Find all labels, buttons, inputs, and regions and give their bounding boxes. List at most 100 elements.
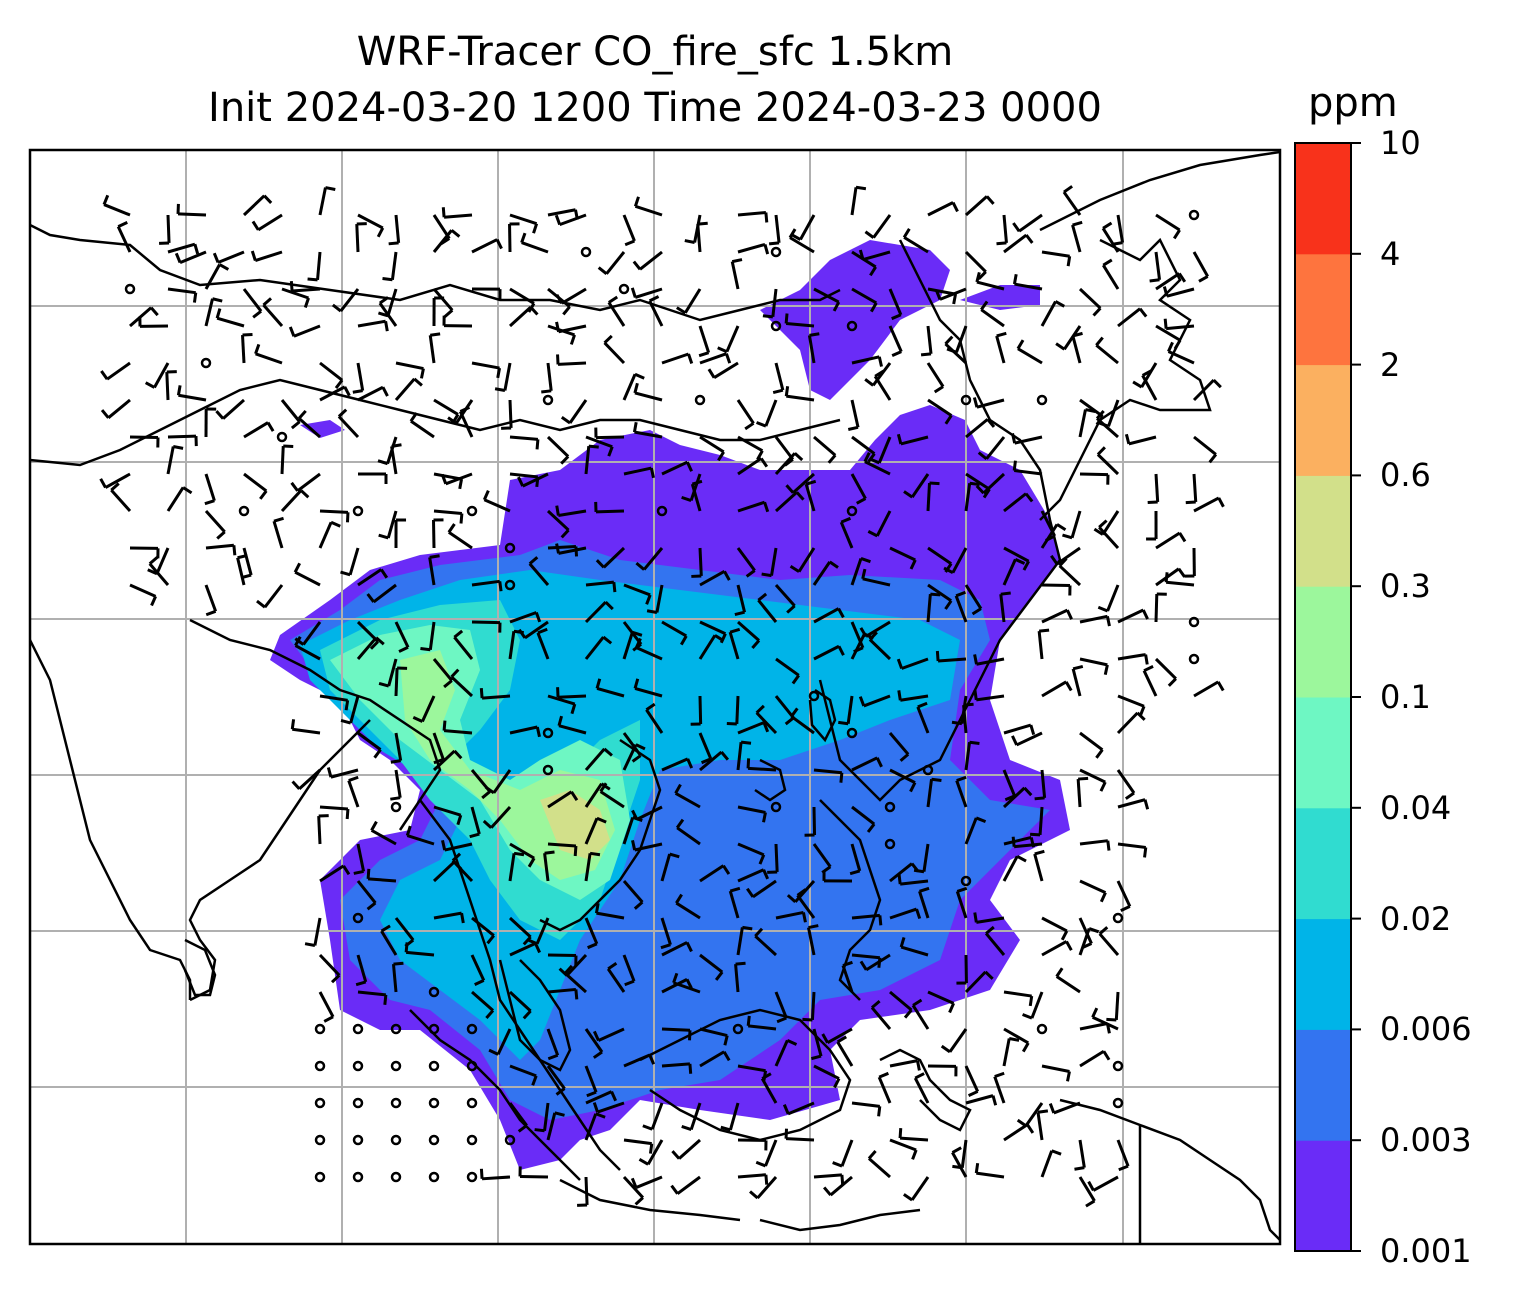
- calm-circle: [390, 1134, 402, 1146]
- calm-circle: [428, 1134, 440, 1146]
- colorbar-segment: [1295, 697, 1351, 809]
- wind-barb: [280, 399, 301, 430]
- wind-barb: [1078, 917, 1093, 950]
- wind-barb: [318, 953, 341, 984]
- wind-barb: [508, 916, 532, 946]
- wind-barb: [661, 352, 694, 365]
- wind-barb: [584, 1028, 604, 1059]
- wind-barb: [728, 886, 741, 919]
- wind-barb: [584, 851, 601, 882]
- calm-circle: [390, 1097, 402, 1109]
- wind-barb: [717, 325, 740, 354]
- wind-barb: [785, 472, 816, 494]
- wind-barb: [630, 287, 663, 299]
- wind-barb: [479, 688, 511, 700]
- wind-barb: [964, 481, 980, 512]
- wind-barb: [129, 546, 160, 559]
- colorbar-tick-label: 4: [1380, 234, 1401, 273]
- wind-barb: [594, 903, 625, 920]
- wind-barb: [632, 421, 663, 439]
- wind-barb: [1185, 473, 1198, 505]
- wind-barb: [849, 843, 862, 876]
- colorbar-segment: [1295, 475, 1351, 587]
- wind-barb: [1079, 768, 1107, 792]
- wind-barb: [1096, 446, 1120, 476]
- wind-barb: [357, 731, 382, 759]
- wind-barb: [823, 1175, 853, 1197]
- wind-barb: [973, 689, 1005, 702]
- calm-circle: [1188, 616, 1200, 628]
- wind-barb: [863, 451, 891, 476]
- wind-barb: [599, 782, 625, 809]
- wind-barb: [674, 783, 701, 809]
- wind-barb: [382, 251, 398, 282]
- calm-circle: [352, 912, 364, 924]
- wind-barb: [547, 842, 578, 857]
- wind-barb: [737, 1173, 769, 1185]
- colorbar-segment: [1295, 143, 1351, 255]
- wind-barb: [645, 702, 664, 734]
- wind-barb: [432, 296, 445, 327]
- wind-barb: [432, 732, 445, 765]
- wind-barb: [1154, 592, 1167, 623]
- wind-barb: [1112, 214, 1125, 246]
- wind-barb: [546, 1065, 566, 1096]
- wind-barb: [356, 880, 377, 911]
- colorbar-tick-label: 0.6: [1380, 456, 1431, 495]
- wind-barb: [1163, 318, 1195, 331]
- wind-barb: [1002, 558, 1026, 586]
- wind-barb: [858, 249, 891, 262]
- calm-circle: [466, 1060, 478, 1072]
- wind-barb: [867, 510, 892, 538]
- wind-barb: [352, 362, 365, 394]
- wind-barb: [556, 354, 587, 366]
- wind-barb: [394, 518, 407, 549]
- wind-barb: [1003, 546, 1030, 571]
- wind-barb: [1003, 1123, 1035, 1142]
- colorbar-segment: [1295, 364, 1351, 476]
- wind-barb: [926, 481, 940, 512]
- wind-barb: [236, 553, 248, 586]
- wind-barb: [560, 399, 588, 425]
- wind-barb: [442, 720, 473, 735]
- wind-barb: [482, 490, 511, 513]
- wind-barb: [1041, 680, 1073, 698]
- wind-barb: [1106, 991, 1120, 1022]
- wind-barb: [633, 196, 663, 217]
- calm-circle: [694, 394, 706, 406]
- wind-barb: [913, 1072, 930, 1104]
- wind-barb: [699, 1027, 729, 1046]
- wind-barb: [357, 990, 388, 1005]
- wind-barb: [471, 238, 503, 254]
- wind-barb: [746, 1015, 777, 1031]
- wind-barb: [699, 435, 725, 462]
- wind-barb: [357, 385, 389, 402]
- wind-barb: [547, 544, 579, 557]
- wind-barb: [378, 296, 398, 327]
- wind-barb: [996, 214, 1008, 246]
- wind-barb: [964, 250, 987, 280]
- wind-barb: [1071, 331, 1083, 364]
- wind-barb: [555, 287, 587, 305]
- coastline-vietnam: [539, 738, 662, 932]
- wind-barb: [471, 579, 503, 592]
- wind-barb: [509, 435, 540, 450]
- wind-barb: [790, 214, 816, 241]
- wind-barb: [661, 757, 694, 772]
- wind-barb: [633, 382, 663, 402]
- wind-barb: [243, 472, 268, 500]
- wind-barb: [584, 816, 607, 845]
- wind-barb: [1011, 433, 1043, 445]
- wind-barb: [595, 678, 625, 698]
- calm-circle: [390, 801, 402, 813]
- wind-barb: [699, 953, 724, 981]
- wind-barb: [1003, 723, 1036, 736]
- wind-barb: [441, 839, 473, 852]
- wind-barb: [280, 444, 294, 475]
- wind-barb: [861, 568, 891, 587]
- calm-circle: [352, 1171, 364, 1183]
- wind-barb: [1079, 614, 1111, 627]
- wind-barb: [1003, 1027, 1030, 1053]
- wind-barb: [839, 516, 854, 549]
- wind-barb: [622, 743, 646, 771]
